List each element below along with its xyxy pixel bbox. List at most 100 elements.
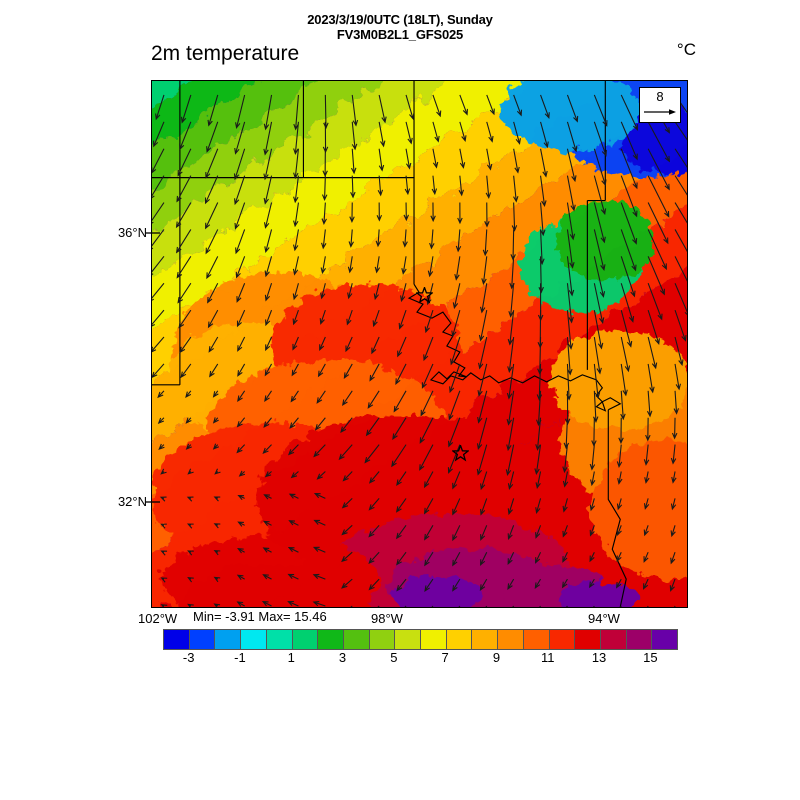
wind-arrow xyxy=(264,390,273,402)
wind-arrow xyxy=(152,336,165,353)
wind-arrow xyxy=(423,471,434,489)
colorbar-tick-label: 9 xyxy=(492,650,501,665)
wind-arrow xyxy=(566,175,576,212)
colorbar-segment xyxy=(164,630,190,649)
wind-arrow xyxy=(367,390,380,409)
wind-arrow xyxy=(535,525,542,539)
page-title: 2023/3/19/0UTC (18LT), Sunday xyxy=(307,12,493,27)
wind-arrow xyxy=(338,444,353,461)
wind-arrow xyxy=(513,175,519,203)
wind-arrow xyxy=(349,202,355,223)
wind-arrow xyxy=(263,175,273,205)
wind-arrow xyxy=(535,498,542,514)
wind-arrow xyxy=(429,229,435,250)
wind-arrow xyxy=(397,336,407,358)
wind-arrow xyxy=(350,148,357,175)
wind-arrow xyxy=(179,121,192,151)
minmax-stats-label: Min= -3.91 Max= 15.46 xyxy=(193,609,327,624)
wind-arrow xyxy=(237,336,246,352)
wind-arrow xyxy=(459,121,467,142)
wind-arrow xyxy=(175,202,192,229)
wind-arrow xyxy=(669,578,676,592)
wind-arrow xyxy=(589,498,596,512)
colorbar-tick-label: -3 xyxy=(182,650,195,665)
wind-arrow xyxy=(507,498,515,516)
wind-arrow xyxy=(152,202,165,224)
wind-arrow xyxy=(423,498,434,515)
wind-arrow xyxy=(620,148,638,190)
wind-arrow xyxy=(235,256,246,279)
wind-arrow xyxy=(561,578,568,589)
wind-arrow xyxy=(236,417,246,428)
wind-arrow xyxy=(186,523,194,529)
wind-arrow xyxy=(263,148,273,181)
wind-arrow xyxy=(204,175,219,205)
lat-label-36n: 36°N xyxy=(117,225,147,240)
wind-arrow xyxy=(206,256,219,280)
wind-arrow xyxy=(593,202,606,244)
wind-arrow xyxy=(620,363,628,397)
wind-arrow xyxy=(234,202,246,230)
wind-arrow xyxy=(647,121,670,163)
wind-arrow xyxy=(237,521,245,527)
wind-arrow xyxy=(185,390,192,398)
wind-arrow xyxy=(643,444,650,466)
wind-arrow xyxy=(670,498,677,511)
wind-arrow xyxy=(540,148,548,178)
wind-arrow xyxy=(643,525,649,537)
wind-arrow xyxy=(589,444,596,471)
lon-label-102w: 102°W xyxy=(138,611,178,626)
colorbar[interactable] xyxy=(163,629,678,650)
wind-arrow xyxy=(292,229,299,252)
wind-arrow xyxy=(237,390,246,403)
wind-arrow xyxy=(321,229,327,250)
wind-arrow xyxy=(480,525,488,541)
wind-arrow xyxy=(423,336,434,362)
map-panel[interactable]: 8 xyxy=(151,80,688,608)
wind-arrow xyxy=(319,309,326,325)
wind-arrow xyxy=(152,255,165,275)
wind-arrow xyxy=(237,363,246,377)
wind-arrow xyxy=(288,444,299,456)
wind-arrow xyxy=(287,601,299,607)
wind-arrow xyxy=(424,551,434,567)
wind-arrow xyxy=(616,444,623,469)
wind-arrow xyxy=(264,256,273,278)
wind-arrow xyxy=(364,444,380,464)
wind-arrow xyxy=(404,175,411,196)
wind-arrow xyxy=(292,336,299,351)
wind-arrow xyxy=(589,578,595,589)
wind-arrow xyxy=(431,175,438,196)
wind-arrow xyxy=(646,390,653,418)
wind-arrow xyxy=(212,443,220,450)
wind-arrow xyxy=(620,175,638,218)
wind-arrow xyxy=(447,444,461,474)
lat-tick-36n xyxy=(145,232,160,234)
wind-arrow xyxy=(288,493,299,499)
wind-arrow xyxy=(287,573,299,580)
wind-arrow xyxy=(620,283,635,323)
wind-arrow xyxy=(432,121,440,143)
wind-arrow xyxy=(264,363,273,377)
wind-arrow xyxy=(263,494,272,500)
wind-arrow xyxy=(647,283,663,321)
wind-arrow xyxy=(185,417,192,424)
wind-arrow xyxy=(452,498,461,516)
wind-arrow xyxy=(593,336,602,375)
wind-arrow xyxy=(593,121,607,157)
wind-arrow xyxy=(620,390,626,421)
wind-arrow xyxy=(316,390,326,404)
wind-arrow xyxy=(535,551,542,564)
wind-arrow xyxy=(645,417,651,442)
wind-arrow xyxy=(293,121,299,156)
wind-arrow xyxy=(238,470,246,477)
wind-arrow xyxy=(313,493,326,499)
wind-arrow xyxy=(187,577,194,583)
wind-arrow xyxy=(396,578,407,592)
wind-arrow xyxy=(343,363,353,380)
wind-arrow xyxy=(562,525,568,538)
wind-arrow xyxy=(420,390,434,417)
wind-arrow xyxy=(342,471,353,482)
wind-arrow xyxy=(312,573,326,580)
